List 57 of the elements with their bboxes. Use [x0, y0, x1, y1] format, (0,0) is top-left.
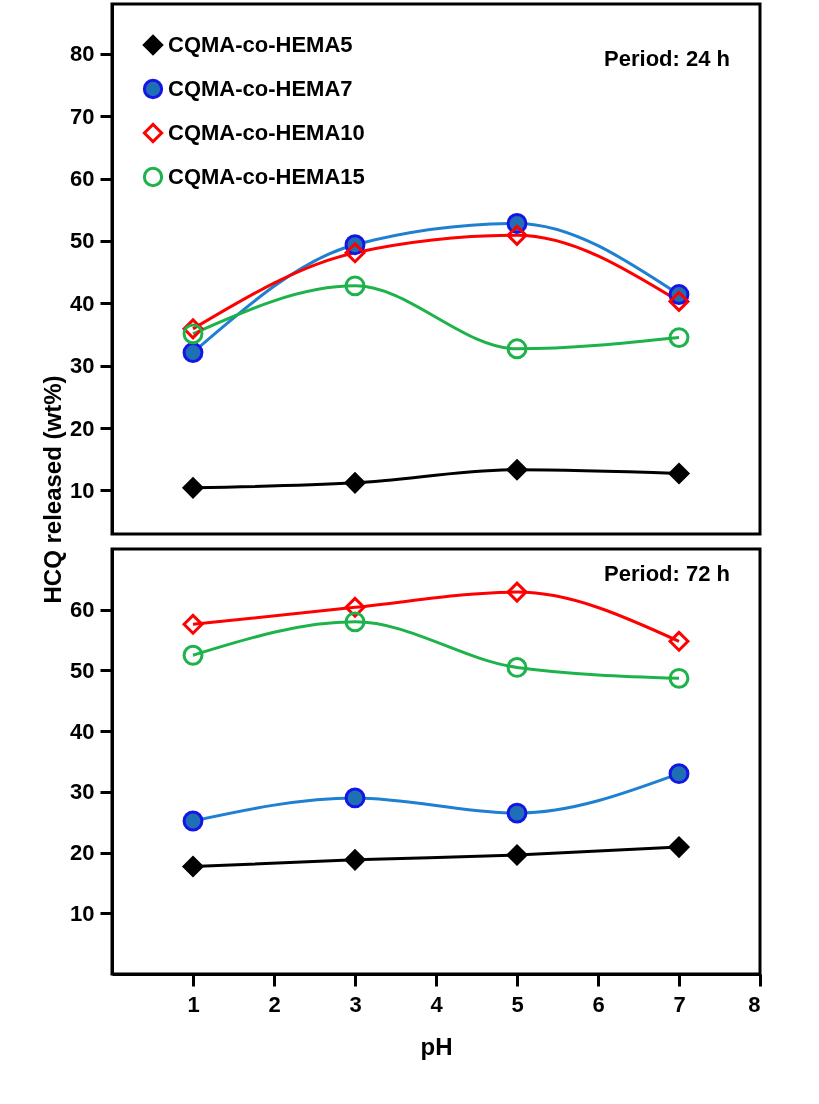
- point: [668, 327, 690, 349]
- y-tick-label: 80: [70, 41, 95, 67]
- point: [182, 613, 204, 635]
- y-tick-label: 40: [70, 718, 95, 744]
- y-tick-label: 30: [70, 779, 95, 805]
- y-tick-label: 20: [70, 415, 95, 441]
- point: [668, 290, 690, 312]
- annotation: Period: 24 h: [604, 46, 730, 71]
- point: [182, 644, 204, 666]
- point: [668, 763, 690, 785]
- y-tick-label: 50: [70, 228, 95, 254]
- x-tick-label: 2: [268, 991, 281, 1017]
- y-tick-label: 30: [70, 353, 95, 379]
- point: [668, 667, 690, 689]
- x-tick-label: 3: [349, 991, 362, 1017]
- legend-label: CQMA-co-HEMA5: [168, 32, 353, 57]
- point: [182, 856, 204, 877]
- point: [506, 802, 528, 824]
- point: [182, 810, 204, 832]
- x-axis-title: pH: [420, 1032, 453, 1060]
- x-tick-label: 4: [430, 991, 444, 1017]
- y-tick-label: 20: [70, 840, 95, 866]
- point: [506, 338, 528, 360]
- point: [668, 463, 690, 484]
- point: [344, 849, 366, 871]
- y-tick-label: 60: [70, 166, 95, 192]
- point: [506, 581, 528, 603]
- y-tick-label: 10: [70, 900, 95, 926]
- x-tick-label: 7: [673, 991, 686, 1017]
- y-tick-label: 60: [70, 597, 95, 623]
- point: [344, 787, 366, 809]
- point: [668, 836, 690, 858]
- point: [344, 472, 366, 494]
- point: [182, 323, 204, 345]
- x-tick-label: 8: [748, 991, 761, 1017]
- point: [344, 242, 366, 264]
- x-tick-label: 5: [511, 991, 524, 1017]
- y-tick-label: 70: [70, 103, 95, 129]
- x-tick-label: 6: [592, 991, 605, 1017]
- point: [506, 459, 528, 481]
- y-tick-label: 40: [70, 290, 95, 316]
- legend-label: CQMA-co-HEMA10: [168, 120, 365, 145]
- point: [344, 275, 366, 297]
- x-tick-label: 1: [187, 991, 200, 1017]
- annotation: Period: 72 h: [604, 561, 730, 586]
- y-axis-title: HCQ released (wt%): [39, 375, 67, 604]
- point: [506, 224, 528, 246]
- y-tick-label: 10: [70, 477, 95, 503]
- point: [668, 630, 690, 652]
- point: [506, 844, 528, 866]
- point: [182, 477, 204, 499]
- point: [182, 342, 204, 363]
- y-tick-label: 50: [70, 657, 95, 683]
- point: [344, 611, 366, 633]
- legend-label: CQMA-co-HEMA15: [168, 164, 365, 189]
- point: [506, 656, 528, 678]
- legend-label: CQMA-co-HEMA7: [168, 76, 353, 101]
